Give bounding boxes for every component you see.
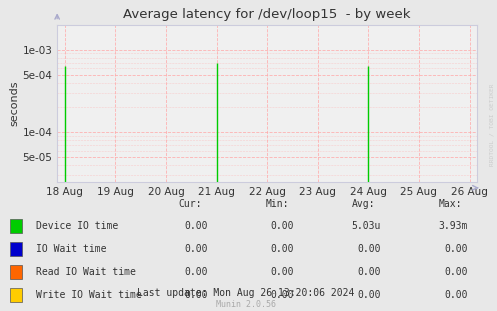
Y-axis label: seconds: seconds <box>9 81 20 126</box>
Text: Max:: Max: <box>439 199 462 209</box>
Text: 5.03u: 5.03u <box>351 221 381 231</box>
Text: RRDTOOL / TOBI OETIKER: RRDTOOL / TOBI OETIKER <box>490 83 495 166</box>
Title: Average latency for /dev/loop15  - by week: Average latency for /dev/loop15 - by wee… <box>123 8 411 21</box>
Text: Write IO Wait time: Write IO Wait time <box>36 290 142 300</box>
Text: Cur:: Cur: <box>178 199 202 209</box>
Text: 0.00: 0.00 <box>444 290 468 300</box>
Text: IO Wait time: IO Wait time <box>36 244 107 254</box>
Text: 0.00: 0.00 <box>271 267 294 277</box>
Text: 0.00: 0.00 <box>184 290 207 300</box>
Text: 0.00: 0.00 <box>184 221 207 231</box>
Text: 0.00: 0.00 <box>357 244 381 254</box>
Text: 0.00: 0.00 <box>444 244 468 254</box>
Bar <box>10 242 22 256</box>
Text: 0.00: 0.00 <box>357 267 381 277</box>
Text: 0.00: 0.00 <box>271 221 294 231</box>
Bar <box>10 265 22 279</box>
Text: Munin 2.0.56: Munin 2.0.56 <box>216 300 276 309</box>
Bar <box>10 219 22 233</box>
Text: Last update: Mon Aug 26 13:20:06 2024: Last update: Mon Aug 26 13:20:06 2024 <box>137 288 355 298</box>
Text: 0.00: 0.00 <box>444 267 468 277</box>
Text: 0.00: 0.00 <box>184 267 207 277</box>
Text: 0.00: 0.00 <box>271 290 294 300</box>
Text: Read IO Wait time: Read IO Wait time <box>36 267 136 277</box>
Text: 0.00: 0.00 <box>357 290 381 300</box>
Text: Device IO time: Device IO time <box>36 221 119 231</box>
Bar <box>10 288 22 302</box>
Text: Avg:: Avg: <box>352 199 376 209</box>
Text: 0.00: 0.00 <box>184 244 207 254</box>
Text: Min:: Min: <box>265 199 289 209</box>
Text: 3.93m: 3.93m <box>438 221 468 231</box>
Text: 0.00: 0.00 <box>271 244 294 254</box>
